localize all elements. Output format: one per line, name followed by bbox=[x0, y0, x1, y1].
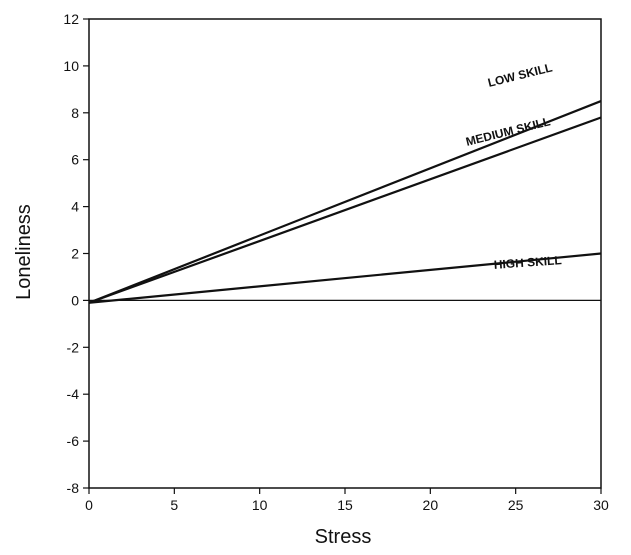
x-tick-label: 15 bbox=[337, 497, 353, 513]
y-tick-label: -4 bbox=[67, 386, 80, 402]
series-line-low-skill bbox=[88, 100, 602, 304]
y-tick-label: -6 bbox=[67, 433, 80, 449]
x-tick-label: 30 bbox=[593, 497, 609, 513]
axes bbox=[88, 18, 602, 489]
y-tick-label: -2 bbox=[67, 339, 80, 355]
ticks: -8 -6 -4 -2 0 2 4 6 8 10 12 0 5 10 15 20 25 30 bbox=[63, 11, 609, 513]
y-tick-label: 2 bbox=[71, 246, 79, 262]
y-tick-label: 12 bbox=[63, 11, 79, 27]
x-tick-label: 20 bbox=[423, 497, 439, 513]
x-tick-label: 10 bbox=[252, 497, 268, 513]
y-axis-title: Loneliness bbox=[13, 204, 35, 300]
series-lines bbox=[88, 100, 602, 304]
y-tick-label: 4 bbox=[71, 199, 79, 215]
plot-frame bbox=[88, 18, 602, 489]
y-tick-label: 0 bbox=[71, 292, 79, 308]
series-label-high-skill: HIGH SKILL bbox=[493, 253, 562, 272]
series-labels: LOW SKILL MEDIUM SKILL HIGH SKILL bbox=[464, 60, 562, 271]
y-tick-label: -8 bbox=[67, 480, 80, 496]
y-tick-label: 8 bbox=[71, 105, 79, 121]
x-tick-label: 0 bbox=[85, 497, 93, 513]
y-tick-label: 6 bbox=[71, 152, 79, 168]
x-axis-title: Stress bbox=[315, 526, 372, 548]
series-line-high-skill bbox=[88, 252, 602, 304]
y-tick-label: 10 bbox=[63, 58, 79, 74]
x-tick-label: 5 bbox=[170, 497, 178, 513]
x-tick-label: 25 bbox=[508, 497, 524, 513]
series-line-medium-skill bbox=[88, 116, 602, 304]
series-label-medium-skill: MEDIUM SKILL bbox=[464, 114, 551, 149]
series-label-low-skill: LOW SKILL bbox=[486, 60, 553, 90]
